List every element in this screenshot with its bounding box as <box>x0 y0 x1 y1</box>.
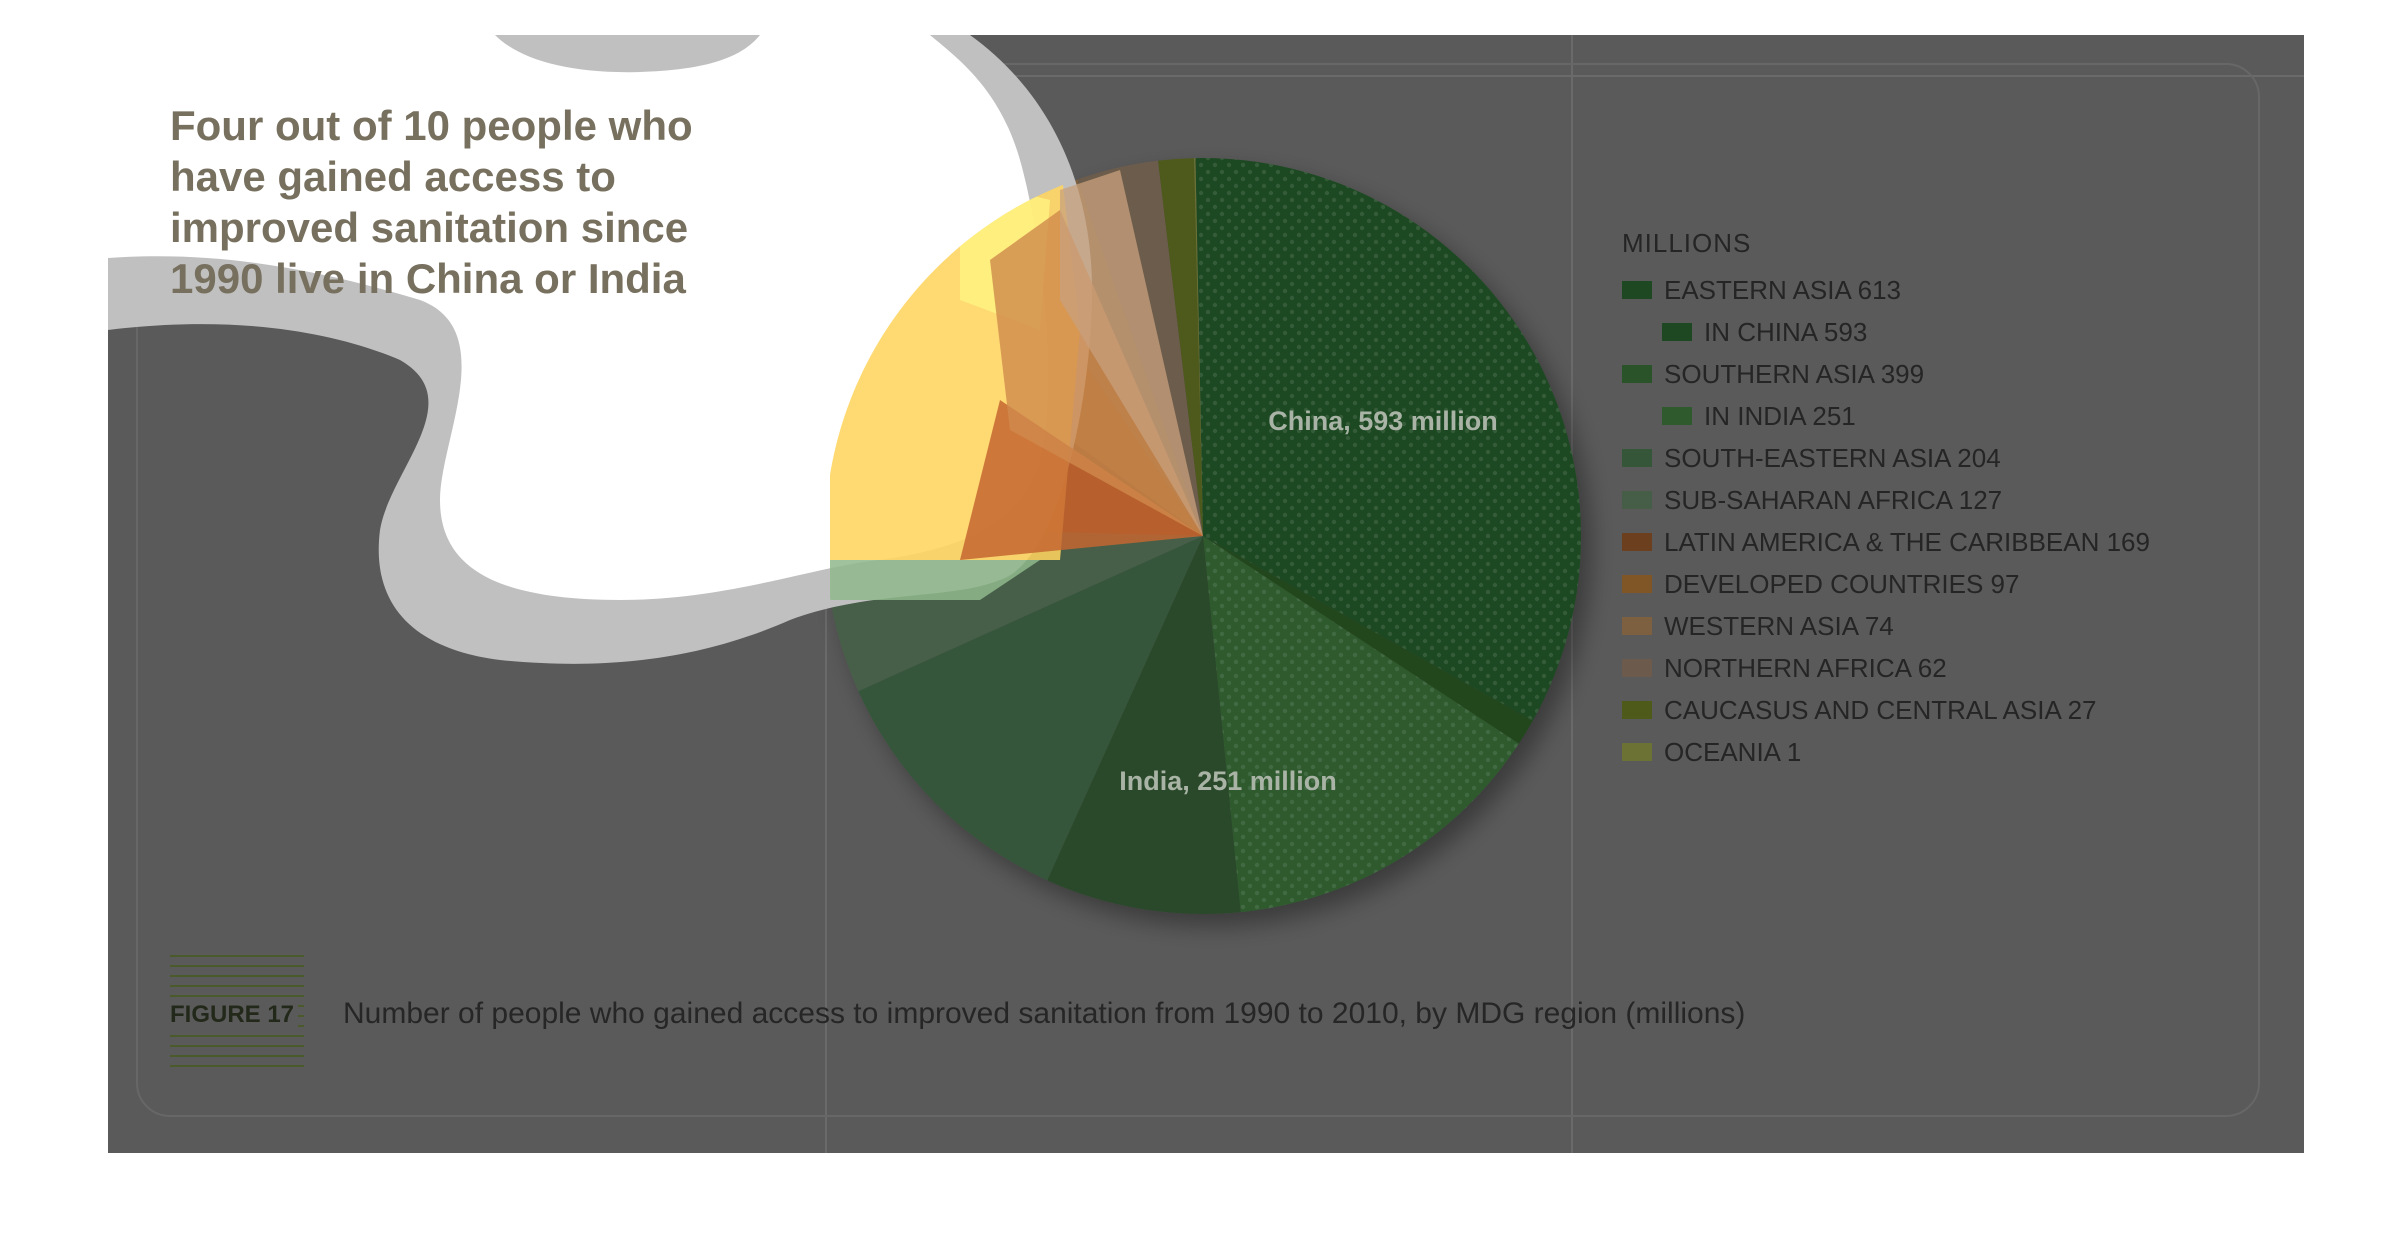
slice-annotation-1: India, 251 million <box>1119 766 1337 796</box>
legend-swatch <box>1662 323 1692 341</box>
pie-slice-pattern-0 <box>1195 158 1581 721</box>
legend-swatch <box>1622 659 1652 677</box>
legend-swatch <box>1622 491 1652 509</box>
legend-swatch <box>1622 365 1652 383</box>
legend-swatch <box>1622 575 1652 593</box>
legend-item: WESTERN ASIA 74 <box>1622 605 2150 647</box>
figure-label: FIGURE 17 <box>170 1001 299 1029</box>
legend-label: OCEANIA 1 <box>1664 736 1802 767</box>
legend-swatch <box>1662 407 1692 425</box>
figure-stripe <box>170 1035 304 1037</box>
legend-label: SUB-SAHARAN AFRICA 127 <box>1664 484 2003 515</box>
pie-slice-1 <box>1203 536 1533 744</box>
figure-stripe <box>170 1065 304 1067</box>
legend-item: EASTERN ASIA 613 <box>1622 269 2150 311</box>
chart-legend: MILLIONS EASTERN ASIA 613 IN CHINA 593 SOU… <box>1622 228 2150 773</box>
figure-stripe <box>170 1045 304 1047</box>
figure-stripe <box>170 965 304 967</box>
legend-item: IN INDIA 251 <box>1622 395 2150 437</box>
legend-item: IN CHINA 593 <box>1622 311 2150 353</box>
legend-item: NORTHERN AFRICA 62 <box>1622 647 2150 689</box>
legend-list: EASTERN ASIA 613 IN CHINA 593 SOUTHERN ASI… <box>1622 269 2150 773</box>
legend-label: DEVELOPED COUNTRIES 97 <box>1664 568 2020 599</box>
legend-label: SOUTHERN ASIA 399 <box>1664 358 1925 389</box>
legend-item: SOUTHERN ASIA 399 <box>1622 353 2150 395</box>
legend-label: LATIN AMERICA & THE CARIBBEAN 169 <box>1664 526 2150 557</box>
pie-slice-4 <box>858 536 1203 881</box>
legend-label: SOUTH-EASTERN ASIA 204 <box>1664 442 2001 473</box>
pie-slice-3 <box>1047 536 1241 914</box>
legend-item: LATIN AMERICA & THE CARIBBEAN 169 <box>1622 521 2150 563</box>
legend-item: SUB-SAHARAN AFRICA 127 <box>1622 479 2150 521</box>
legend-title: MILLIONS <box>1622 228 1752 258</box>
figure-stripe <box>170 955 304 957</box>
legend-swatch <box>1622 533 1652 551</box>
legend-item: DEVELOPED COUNTRIES 97 <box>1622 563 2150 605</box>
legend-swatch <box>1622 701 1652 719</box>
legend-label: IN INDIA 251 <box>1704 400 1856 431</box>
legend-swatch <box>1622 281 1652 299</box>
grid-line <box>108 75 2304 77</box>
legend-item: SOUTH-EASTERN ASIA 204 <box>1622 437 2150 479</box>
legend-item: OCEANIA 1 <box>1622 731 2150 773</box>
slice-annotation-0: China, 593 million <box>1268 406 1498 436</box>
legend-swatch <box>1622 449 1652 467</box>
figure-stripe <box>170 995 304 997</box>
figure-caption: Number of people who gained access to im… <box>343 997 1746 1030</box>
figure-stripe <box>170 975 304 977</box>
headline: Four out of 10 people who have gained ac… <box>170 102 693 302</box>
legend-label: CAUCASUS AND CENTRAL ASIA 27 <box>1664 694 2097 725</box>
figure-stripe <box>170 985 304 987</box>
legend-label: NORTHERN AFRICA 62 <box>1664 652 1947 683</box>
legend-label: IN CHINA 593 <box>1704 316 1868 347</box>
figure-stripe <box>170 1055 304 1057</box>
legend-label: WESTERN ASIA 74 <box>1664 610 1894 641</box>
legend-item: CAUCASUS AND CENTRAL ASIA 27 <box>1622 689 2150 731</box>
legend-swatch <box>1622 743 1652 761</box>
legend-swatch <box>1622 617 1652 635</box>
pie-slice-pattern-2 <box>1203 536 1519 913</box>
legend-label: EASTERN ASIA 613 <box>1664 274 1902 305</box>
